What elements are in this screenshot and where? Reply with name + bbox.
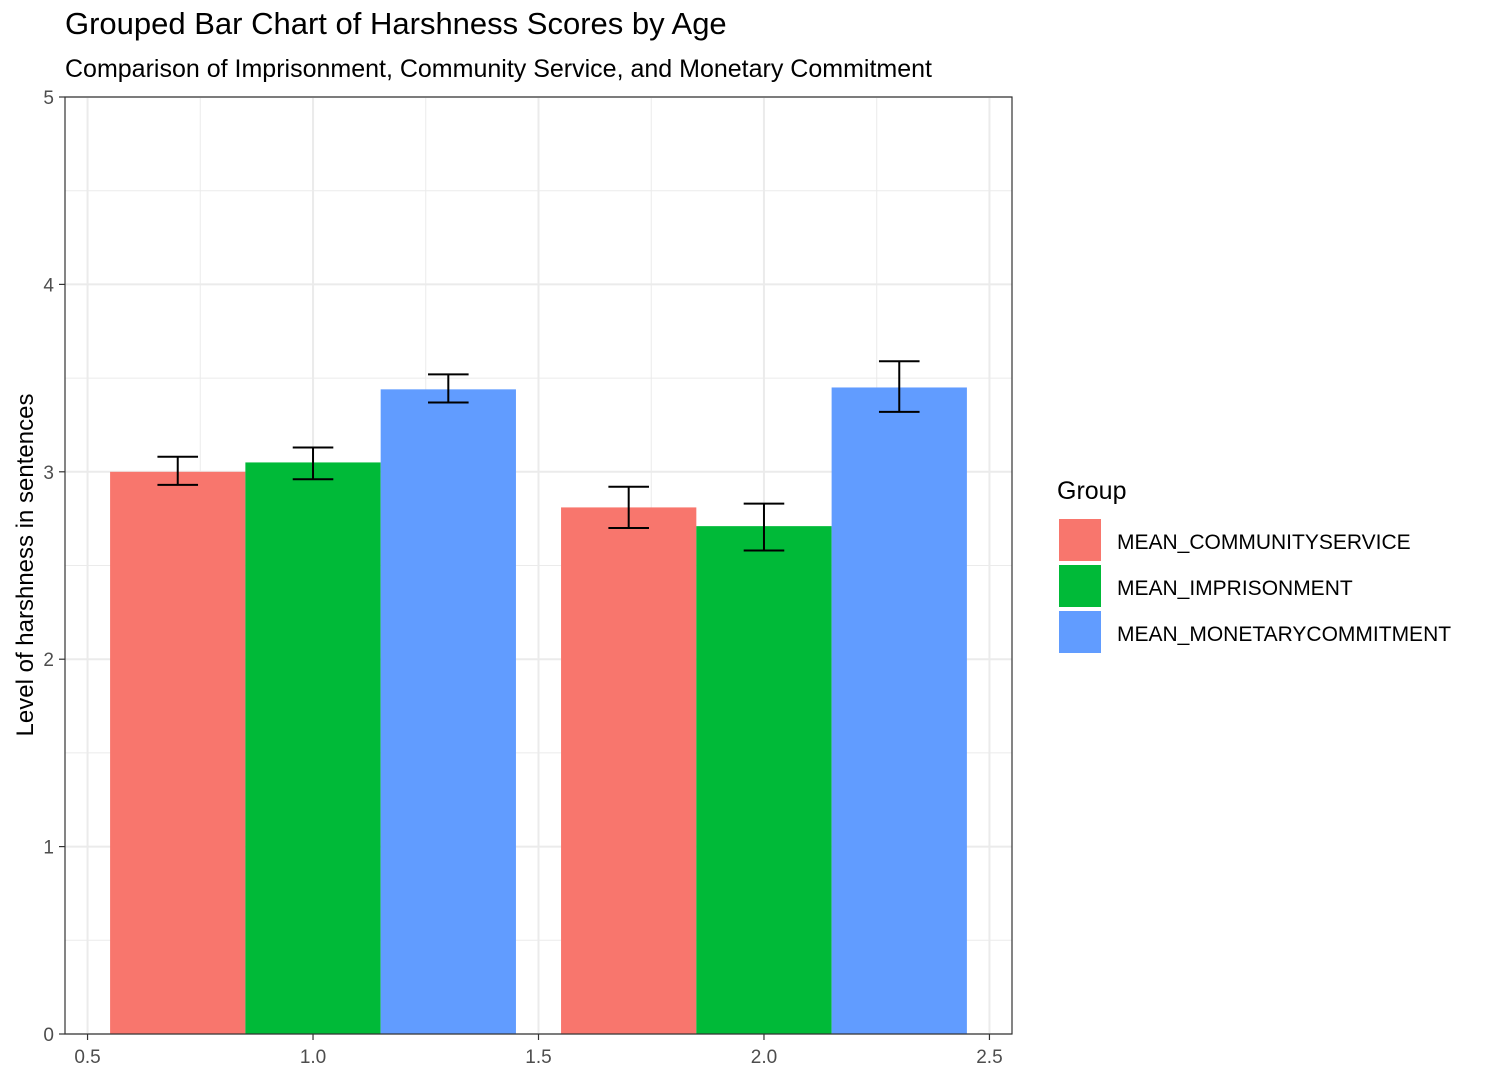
- chart-title: Grouped Bar Chart of Harshness Scores by…: [65, 6, 727, 41]
- y-tick-label: 3: [43, 463, 54, 484]
- error-bar: [292, 446, 334, 481]
- x-tick-label: 1.0: [300, 1047, 326, 1068]
- legend-title: Group: [1057, 477, 1126, 505]
- bar-mean_communityservice-1: [110, 471, 246, 1034]
- y-tick-label: 5: [43, 88, 54, 109]
- error-bar: [878, 360, 920, 413]
- bars: [110, 387, 967, 1035]
- x-axis: 0.5 1.0 1.5 2.0 2.5: [74, 1034, 1003, 1068]
- y-tick-label: 0: [43, 1025, 54, 1046]
- y-tick-label: 4: [43, 275, 54, 296]
- legend-label-mean_imprisonment: MEAN_IMPRISONMENT: [1117, 577, 1353, 600]
- error-bar: [608, 485, 649, 530]
- y-axis: 0 1 2 3 4 5: [43, 88, 65, 1046]
- bar-mean_monetarycommitment-1: [380, 389, 516, 1034]
- chart-subtitle: Comparison of Imprisonment, Community Se…: [65, 55, 932, 83]
- error-bar: [428, 373, 469, 404]
- y-tick-label: 2: [43, 650, 54, 671]
- plot-panel: [64, 96, 1013, 1035]
- x-tick-label: 2.0: [751, 1047, 777, 1068]
- legend-key-mean_communityservice: [1059, 519, 1101, 561]
- legend-label-mean_communityservice: MEAN_COMMUNITYSERVICE: [1117, 531, 1411, 554]
- error-bar: [157, 455, 199, 486]
- y-axis-title: Level of harshness in sentences: [12, 394, 39, 737]
- legend-label-mean_monetarycommitment: MEAN_MONETARYCOMMITMENT: [1117, 623, 1451, 646]
- bar-mean_imprisonment-2: [696, 526, 832, 1034]
- y-tick-label: 1: [43, 838, 54, 859]
- error-bars: [157, 360, 920, 552]
- bar-mean_monetarycommitment-2: [831, 387, 967, 1035]
- legend-key-mean_imprisonment: [1059, 565, 1101, 607]
- bar-mean_imprisonment-1: [245, 462, 381, 1034]
- x-tick-label: 1.5: [525, 1047, 551, 1068]
- x-tick-label: 2.5: [976, 1047, 1002, 1068]
- bar-mean_communityservice-2: [561, 507, 697, 1034]
- x-tick-label: 0.5: [74, 1047, 100, 1068]
- legend-items: MEAN_COMMUNITYSERVICE MEAN_IMPRISONMENT ME…: [1059, 519, 1451, 653]
- legend-key-mean_monetarycommitment: [1059, 611, 1101, 653]
- error-bar: [743, 502, 785, 552]
- legend: Group MEAN_COMMUNITYSERVICE MEAN_IMPRISON…: [1057, 477, 1451, 653]
